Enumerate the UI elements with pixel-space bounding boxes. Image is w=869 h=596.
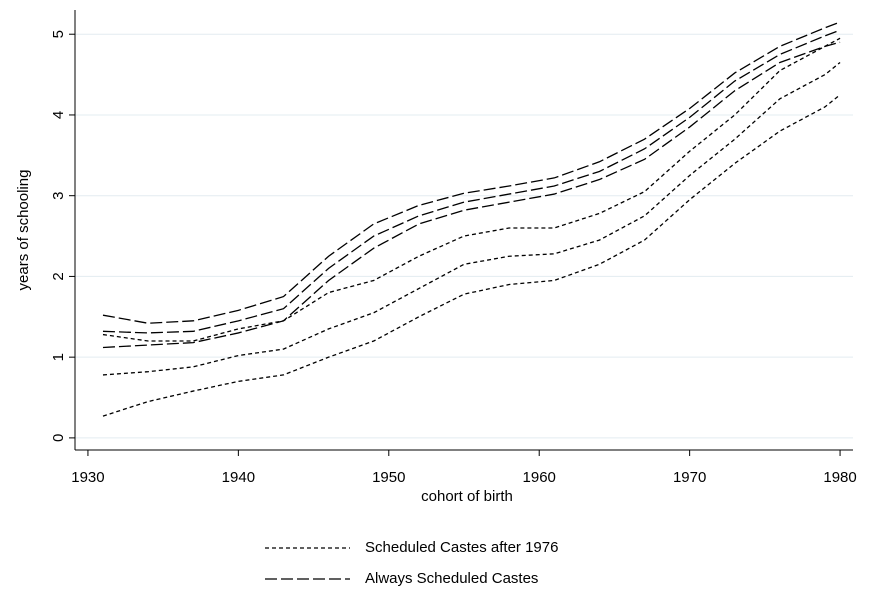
series-line	[102, 61, 841, 376]
x-tick-label: 1930	[71, 469, 104, 486]
legend-label: Scheduled Castes after 1976	[365, 539, 558, 556]
series-line	[102, 29, 841, 334]
y-tick-label: 2	[50, 272, 67, 280]
y-tick-label: 4	[50, 111, 67, 119]
x-tick-label: 1950	[372, 469, 405, 486]
band-line	[102, 94, 841, 417]
y-tick-label: 1	[50, 353, 67, 361]
band-line	[102, 21, 841, 324]
band-line	[102, 41, 841, 349]
x-tick-label: 1940	[222, 469, 255, 486]
y-tick-label: 3	[50, 192, 67, 200]
y-axis-title: years of schooling	[15, 170, 32, 291]
x-tick-label: 1960	[523, 469, 556, 486]
legend-label: Always Scheduled Castes	[365, 570, 538, 587]
x-tick-label: 1980	[823, 469, 856, 486]
band-line	[102, 37, 841, 342]
x-tick-label: 1970	[673, 469, 706, 486]
y-tick-label: 5	[50, 30, 67, 38]
y-tick-label: 0	[50, 434, 67, 442]
x-axis-title: cohort of birth	[421, 488, 513, 505]
